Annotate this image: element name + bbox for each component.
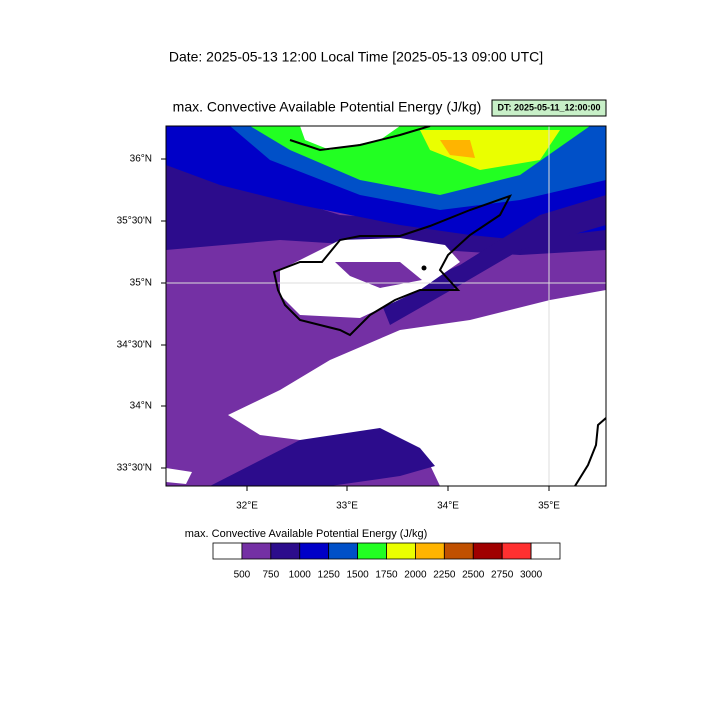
page-title: Date: 2025-05-13 12:00 Local Time [2025-… [169,49,543,65]
colorbar-box [472,542,503,560]
colorbar-label: 750 [262,570,279,581]
colorbar-box [241,542,272,560]
colorbar-box [443,542,474,560]
colorbar-label: 2750 [491,570,514,581]
colorbar-label: 3000 [520,570,543,581]
colorbar-label: 1000 [289,570,312,581]
colorbar-label: 1250 [318,570,341,581]
colorbar-box [501,542,532,560]
map-frame [165,125,607,487]
lat-label: 36°N [130,154,152,165]
colorbar-title: max. Convective Available Potential Ener… [185,528,428,540]
lon-label: 35°E [538,501,560,512]
lon-label: 34°E [437,501,459,512]
map-field [166,126,606,486]
lat-label: 35°30'N [117,216,152,227]
lon-label: 32°E [236,501,258,512]
colorbar-box [530,542,561,560]
colorbar-box [357,542,387,560]
colorbar-label: 2000 [404,570,427,581]
colorbar-box [270,542,301,560]
colorbar-label: 2500 [462,570,485,581]
colorbar-label: 1500 [346,570,369,581]
lon-label: 33°E [336,501,358,512]
colorbar-label: 1750 [375,570,398,581]
colorbar-label: 500 [234,570,251,581]
colorbar-box [328,542,358,560]
lat-label: 34°N [130,401,152,412]
badge-box [491,99,607,117]
colorbar-box [386,542,416,560]
lat-label: 35°N [130,278,152,289]
lat-label: 33°30'N [117,463,152,474]
colorbar-box [299,542,330,560]
colorbar-box [212,542,243,560]
badge: DT: 2025-05-11_12:00:00 [497,102,600,112]
colorbar-label: 2250 [433,570,456,581]
colorbar-box [415,542,445,560]
map-title: max. Convective Available Potential Ener… [173,99,482,115]
lat-label: 34°30'N [117,340,152,351]
